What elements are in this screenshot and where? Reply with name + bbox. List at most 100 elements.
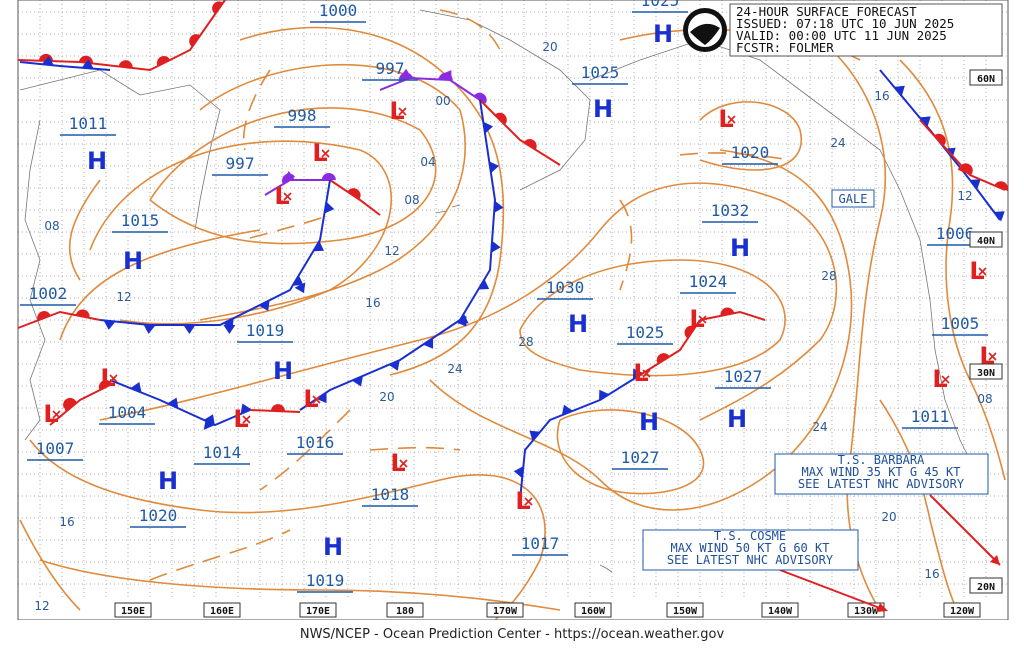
front-semicircle [656,353,670,364]
front-triangle [351,375,363,387]
longitude-box [666,602,704,618]
longitude-box [761,602,799,618]
front-triangle [513,466,524,479]
low-x [399,459,408,468]
latitude-label: 40N [977,236,995,247]
advisory-line: T.S. BARBARA [838,453,925,467]
isobar-label: 04 [420,155,435,169]
advisory-line: T.S. COSME [714,529,786,543]
footer-bg [0,620,1024,652]
low-x [52,410,61,419]
longitude-label: 140W [768,606,793,617]
pressure-label: 1017 [521,534,560,553]
low-center: L [43,400,58,428]
front-triangle [258,300,270,311]
pressure-label: 997 [226,154,255,173]
pressure-label: 1014 [203,443,242,462]
front-triangle [399,68,412,79]
header-line: FCSTR: FOLMER [736,40,834,55]
high-center: H [730,234,750,262]
high-center: H [87,147,107,175]
low-center: L [312,139,327,167]
pressure-label: 998 [288,106,317,125]
latitude-label: 20N [977,582,995,593]
latitude-label: 60N [977,74,995,85]
front-semicircle [321,173,336,180]
pressure-label: 1027 [621,448,660,467]
front [699,310,766,321]
pressure-label: 1020 [139,506,178,525]
high-center: H [639,408,659,436]
advisory-line: MAX WIND 50 KT G 60 KT [671,541,830,555]
footer: NWS/NCEP - Ocean Prediction Center - htt… [300,627,725,642]
isobar-label: 24 [447,362,462,376]
gale-frame [831,189,875,208]
front-triangle [130,382,142,393]
pressure-label: 1025 [581,63,620,82]
front-triangle [294,282,306,294]
longitude-label: 180 [396,606,414,617]
pressure-label: 1019 [246,321,285,340]
isobar-label: 08 [44,219,59,233]
arrowhead [990,555,1000,565]
isobar-label: 28 [821,269,836,283]
latitude-box [969,231,1003,248]
longitude-label: 120W [950,606,975,617]
low-x [727,115,736,124]
front [379,76,481,101]
isobar-label: 12 [34,599,49,613]
isobar-label: 20 [379,390,394,404]
high-center: H [727,405,747,433]
longitude-box [299,602,337,618]
low-x [312,395,321,404]
front-triangle [489,161,499,174]
pressure-label: 1016 [296,433,335,452]
isobar-label: 08 [977,392,992,406]
longitude-label: 160W [581,606,606,617]
header-box [683,3,1003,57]
front-triangle [41,55,54,66]
pressure-label: 1005 [941,314,980,333]
header-frame [729,3,1003,57]
low-center: L [303,385,318,413]
pressure-label: 1011 [911,407,950,426]
low-x [698,315,707,324]
advisory-line: SEE LATEST NHC ADVISORY [798,477,965,491]
pressure-label: 1020 [731,143,770,162]
low-x [109,374,118,383]
low-center: L [932,365,947,393]
front-triangle [561,404,573,416]
advisory-line: SEE LATEST NHC ADVISORY [667,553,834,567]
longitude-box [203,602,241,618]
pressure-label: 997 [376,59,405,78]
noaa-gull [690,23,720,45]
isobar-label: 12 [384,244,399,258]
isobar [519,259,786,377]
low-center: L [390,449,405,477]
front-triangle [599,389,610,401]
pressure-label: 1011 [69,114,108,133]
isobar-label: 12 [116,290,131,304]
pressure-label: 1007 [36,439,75,458]
front-triangle [529,430,541,441]
front-semicircle [63,397,77,409]
front-triangle [441,70,452,81]
isobar-label: 24 [830,136,845,150]
gale-label: GALE [839,192,868,206]
front-triangle [388,360,400,371]
front-triangle [223,325,236,334]
isobar-label: 24 [812,420,827,434]
front-triangle [183,325,196,334]
front [17,0,226,72]
front-triangle [491,240,501,253]
high-center: H [653,20,673,48]
advisory-arrow [779,569,886,611]
low-x [398,107,407,116]
longitude-box [486,602,524,618]
isobar [879,59,1006,616]
front-triangle [494,200,504,213]
front-semicircle [98,380,113,391]
longitude-label: 150W [673,606,698,617]
low-x [524,497,533,506]
